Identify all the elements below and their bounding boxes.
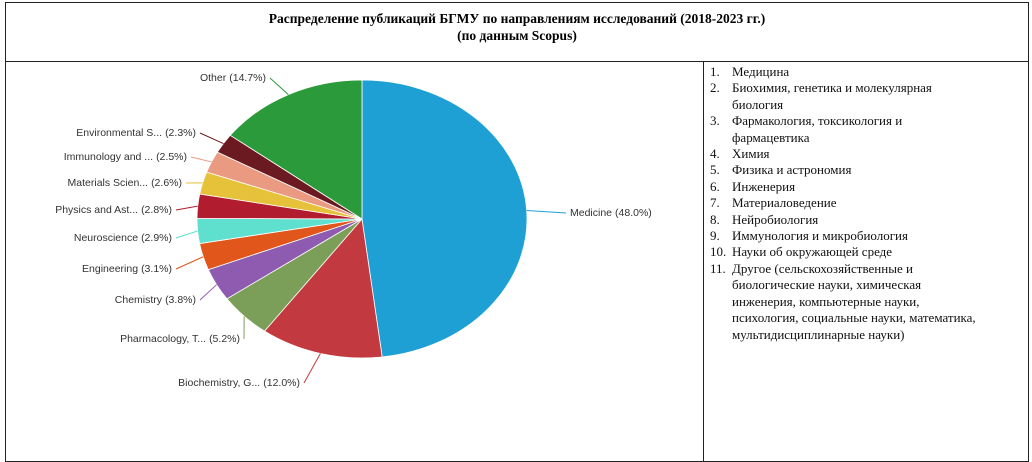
list-item: 8.Нейробиология	[710, 212, 980, 228]
list-number: 4.	[710, 146, 732, 162]
leader-line	[527, 210, 566, 213]
list-item: 2.Биохимия, генетика и молекулярная биол…	[710, 80, 980, 113]
list-text: Материаловедение	[732, 195, 837, 211]
list-number: 1.	[710, 64, 732, 80]
slice-label: Physics and Ast...(2.8%)	[55, 204, 172, 216]
list-text: Фармакология, токсикология и фармацевтик…	[732, 113, 980, 146]
list-item: 1.Медицина	[710, 64, 980, 80]
value-label: (2.5%)	[156, 151, 187, 163]
list-text: Инженерия	[732, 179, 795, 195]
value-label: (3.1%)	[141, 263, 172, 275]
value-label: (2.9%)	[141, 232, 172, 244]
list-number: 8.	[710, 212, 732, 228]
list-text: Иммунология и микробиология	[732, 228, 908, 244]
list-text: Физика и астрономия	[732, 162, 851, 178]
list-number: 11.	[710, 261, 732, 343]
slice-label: Neuroscience(2.9%)	[74, 232, 172, 244]
list-item: 4.Химия	[710, 146, 980, 162]
slice-label: Chemistry(3.8%)	[115, 294, 196, 306]
list-item: 5.Физика и астрономия	[710, 162, 980, 178]
list-item: 7.Материаловедение	[710, 195, 980, 211]
category-label: Materials Scien...	[68, 177, 149, 189]
leader-line	[176, 257, 203, 269]
list-item: 6.Инженерия	[710, 179, 980, 195]
leader-line	[191, 157, 212, 162]
list-item: 9.Иммунология и микробиология	[710, 228, 980, 244]
category-label: Other	[200, 72, 227, 84]
value-label: (3.8%)	[165, 294, 196, 306]
divider	[703, 61, 704, 461]
leader-line	[200, 133, 223, 144]
list-number: 9.	[710, 228, 732, 244]
list-text: Науки об окружающей среде	[732, 244, 892, 260]
category-label: Chemistry	[115, 294, 163, 306]
list-item: 11.Другое (сельскохозяйственные и биолог…	[710, 261, 980, 343]
category-label: Medicine	[570, 207, 612, 219]
value-label: (14.7%)	[229, 72, 266, 84]
list-item: 10.Науки об окружающей среде	[710, 244, 980, 260]
chart: Medicine(48.0%) Biochemistry, G...(12.0%)…	[0, 0, 703, 450]
category-label: Engineering	[82, 263, 138, 275]
list-text: Химия	[732, 146, 770, 162]
value-label: (12.0%)	[263, 377, 300, 389]
leader-line	[270, 78, 288, 95]
list-item: 3.Фармакология, токсикология и фармацевт…	[710, 113, 980, 146]
list-number: 5.	[710, 162, 732, 178]
list-number: 6.	[710, 179, 732, 195]
category-label: Physics and Ast...	[55, 204, 138, 216]
page: Распределение публикаций БГМУ по направл…	[0, 0, 1032, 450]
pie-slice	[362, 80, 527, 357]
list-text: Другое (сельскохозяйственные и биологиче…	[732, 261, 980, 343]
value-label: (2.6%)	[151, 177, 182, 189]
slice-label: Engineering(3.1%)	[82, 263, 172, 275]
slice-label: Biochemistry, G...(12.0%)	[178, 377, 300, 389]
value-label: (2.8%)	[141, 204, 172, 216]
list-number: 3.	[710, 113, 732, 146]
list-number: 2.	[710, 80, 732, 113]
category-label: Pharmacology, T...	[120, 333, 206, 345]
list-text: Биохимия, генетика и молекулярная биолог…	[732, 80, 980, 113]
leader-line	[176, 206, 198, 210]
category-label: Biochemistry, G...	[178, 377, 260, 389]
leader-line	[304, 354, 320, 383]
leader-line	[200, 285, 217, 300]
value-label: (48.0%)	[615, 207, 652, 219]
slice-label: Materials Scien...(2.6%)	[68, 177, 182, 189]
category-label: Neuroscience	[74, 232, 138, 244]
category-label: Environmental S...	[76, 127, 162, 139]
slice-label: Other(14.7%)	[200, 72, 266, 84]
value-label: (2.3%)	[165, 127, 196, 139]
list-number: 7.	[710, 195, 732, 211]
slice-label: Medicine(48.0%)	[570, 207, 652, 219]
list-number: 10.	[710, 244, 732, 260]
leader-line	[176, 231, 198, 238]
slice-label: Immunology and ...(2.5%)	[64, 151, 187, 163]
category-label: Immunology and ...	[64, 151, 153, 163]
slice-label: Environmental S...(2.3%)	[76, 127, 196, 139]
list-text: Нейробиология	[732, 212, 818, 228]
list-text: Медицина	[732, 64, 789, 80]
slice-label: Pharmacology, T...(5.2%)	[120, 333, 240, 345]
value-label: (5.2%)	[209, 333, 240, 345]
